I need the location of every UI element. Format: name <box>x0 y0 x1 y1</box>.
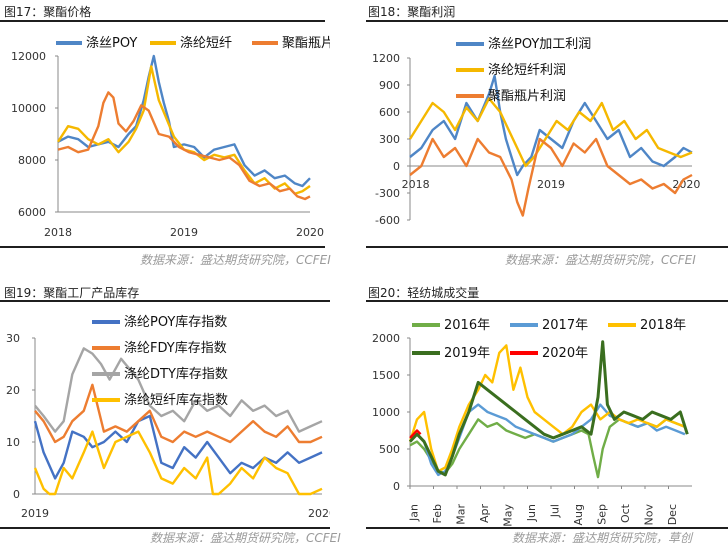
y-tick-label: 1200 <box>372 52 400 65</box>
y-tick-label: 8000 <box>18 154 46 167</box>
legend-label-1: 涤纶短纤 <box>180 36 232 51</box>
legend-label-0: 涤纶POY库存指数 <box>124 314 227 330</box>
y-tick-label: 1000 <box>372 406 400 419</box>
x-tick-label: 2018 <box>402 178 430 191</box>
x-tick-group: Oct <box>619 503 632 523</box>
y-tick-label: -600 <box>375 214 400 227</box>
panel3-rule <box>0 300 330 302</box>
legend-label-1: 涤纶短纤利润 <box>488 63 566 78</box>
legend-label-2: 聚酯瓶片利润 <box>488 89 566 104</box>
x-tick-group: May <box>502 504 515 527</box>
series-line-0 <box>409 418 686 479</box>
series-line-3 <box>33 430 323 496</box>
panel3-source: 数据来源：盛达期货研究院，CCFEI <box>150 531 341 545</box>
panel4-source: 数据来源：盛达期货研究院，草创 <box>512 531 693 545</box>
legend-label-0: 涤丝POY <box>86 36 137 51</box>
y-tick-label: 0 <box>393 160 400 173</box>
x-tick-group: Aug <box>572 504 585 525</box>
y-tick-label: 600 <box>379 106 400 119</box>
series-line-0 <box>57 54 311 188</box>
chart-textile-city-volume: 0 500 1000 1500 2000 Jan Feb Mar Apr May Jun Jul Aug… <box>372 318 692 527</box>
panel2-title: 图18：聚酯利润 <box>368 5 456 19</box>
x-tick-label: May <box>502 504 515 527</box>
legend-label-2: 涤纶DTY库存指数 <box>124 366 228 382</box>
x-tick-label: Mar <box>455 504 468 525</box>
legend-label-1: 涤纶FDY库存指数 <box>124 340 227 356</box>
legend-label-3: 涤纶短纤库存指数 <box>124 392 228 408</box>
x-tick-label: 2019 <box>537 178 565 191</box>
x-tick-label: Feb <box>431 504 444 523</box>
x-tick-label: Jul <box>549 504 562 518</box>
x-tick-label: Jun <box>525 504 538 522</box>
series-line-2 <box>34 347 323 433</box>
legend-label-2: 聚酯瓶片 <box>282 36 330 51</box>
x-tick-group: Feb <box>431 504 444 523</box>
panel2-source: 数据来源：盛达期货研究院，CCFEI <box>505 253 696 267</box>
x-tick-group: Jun <box>525 504 538 522</box>
y-tick-label: 12000 <box>11 50 46 63</box>
panel3-bottom-rule <box>0 527 330 529</box>
panel4-bottom-rule <box>366 527 728 529</box>
panel1-source: 数据来源：盛达期货研究院，CCFEI <box>140 253 331 267</box>
legend-label-3: 2019年 <box>444 346 490 361</box>
x-tick-group: Nov <box>643 504 656 526</box>
y-tick-label: 1500 <box>372 369 400 382</box>
panel4-rule <box>366 300 728 302</box>
series-line-4 <box>409 429 422 439</box>
panel1-rule <box>0 20 325 22</box>
y-tick-label: 0 <box>13 488 20 501</box>
x-tick-group: Mar <box>455 504 468 525</box>
series-line-3 <box>408 340 689 477</box>
panel3-title: 图19：聚酯工厂产品库存 <box>4 286 140 300</box>
x-tick-label: 2019 <box>21 507 49 520</box>
y-tick-label: 20 <box>6 384 20 397</box>
y-tick-label: 10000 <box>11 102 46 115</box>
x-tick-group: Sep <box>596 504 609 525</box>
legend-label-1: 2017年 <box>542 318 588 333</box>
series-line-2 <box>57 91 311 201</box>
chart-polyester-inventory: 0 10 20 30 2019 2020 涤纶POY库存指数涤纶FDY库存指数涤纶DTY库存… <box>6 314 330 520</box>
y-tick-label: 900 <box>379 79 400 92</box>
legend-label-2: 2018年 <box>640 318 686 333</box>
series-line-1 <box>34 383 323 444</box>
series-line-0 <box>33 414 323 480</box>
x-tick-label: Oct <box>619 503 632 523</box>
x-tick-label: Nov <box>643 504 656 526</box>
legend-label-0: 2016年 <box>444 318 490 333</box>
chart-polyester-price: 6000 8000 10000 12000 2018 2019 2020 涤丝POY 涤纶短纤 聚… <box>11 36 330 239</box>
y-tick-label: 10 <box>6 436 20 449</box>
x-tick-label: Jan <box>408 504 421 522</box>
series-line-2 <box>409 137 693 217</box>
panel4-title: 图20：轻纺城成交量 <box>368 286 480 300</box>
y-tick-label: 6000 <box>18 206 46 219</box>
x-tick-label: 2019 <box>170 226 198 239</box>
y-tick-label: 30 <box>6 332 20 345</box>
series-line-2 <box>408 344 686 473</box>
x-tick-label: 2020 <box>296 226 324 239</box>
panel2-rule <box>366 20 728 22</box>
x-tick-label: Apr <box>478 504 491 524</box>
series-line-1 <box>408 97 693 168</box>
y-tick-label: -300 <box>375 187 400 200</box>
y-tick-label: 2000 <box>372 332 400 345</box>
x-tick-label: 2018 <box>44 226 72 239</box>
panel2-bottom-rule <box>366 246 728 248</box>
legend-label-0: 涤丝POY加工利润 <box>488 37 591 52</box>
legend-label-4: 2020年 <box>542 346 588 361</box>
x-tick-group: Jan <box>408 504 421 522</box>
panel1-title: 图17：聚酯价格 <box>4 5 92 19</box>
x-tick-label: 2020 <box>308 507 330 520</box>
x-tick-group: Jul <box>549 504 562 518</box>
panel1-bottom-rule <box>0 246 325 248</box>
y-tick-label: 0 <box>393 480 400 493</box>
x-tick-label: Sep <box>596 504 609 525</box>
x-tick-label: Dec <box>666 504 679 525</box>
x-tick-group: Dec <box>666 504 679 525</box>
y-tick-label: 500 <box>379 443 400 456</box>
x-tick-group: Apr <box>478 504 491 524</box>
y-tick-label: 300 <box>379 133 400 146</box>
x-tick-label: Aug <box>572 504 585 525</box>
